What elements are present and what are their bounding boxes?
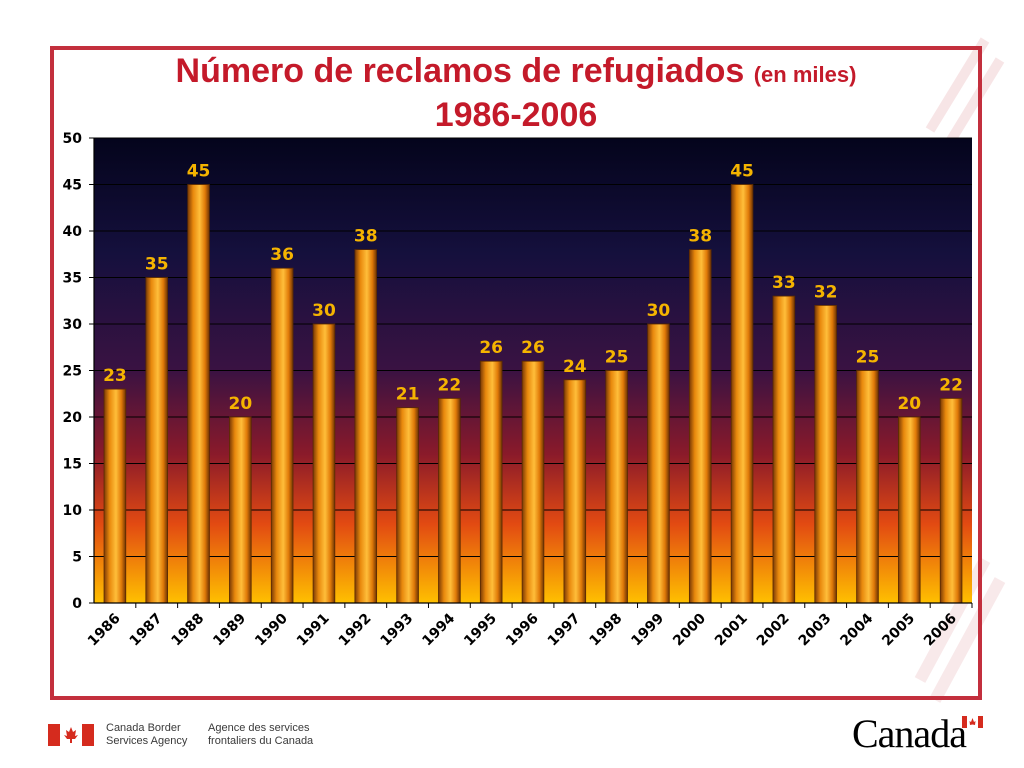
bar xyxy=(396,407,419,604)
y-tick-label: 40 xyxy=(63,224,83,240)
x-tick-label: 2000 xyxy=(670,610,709,649)
bar xyxy=(563,379,587,604)
x-tick-label: 1992 xyxy=(336,611,375,650)
y-tick-label: 25 xyxy=(63,364,82,380)
x-tick-label: 1995 xyxy=(461,611,500,650)
wordmark-flag-icon xyxy=(962,716,983,728)
bar xyxy=(730,184,754,604)
bar xyxy=(814,304,837,604)
x-tick-label: 1989 xyxy=(210,611,249,650)
data-label: 22 xyxy=(438,375,462,395)
title-years: 1986-2006 xyxy=(434,96,598,134)
data-label: 20 xyxy=(897,394,921,414)
data-label: 30 xyxy=(647,301,671,321)
bar xyxy=(103,388,127,604)
data-label: 22 xyxy=(939,375,963,395)
y-axis-ticks: 0 5 10 15 20 25 30 35 40 45 50 xyxy=(63,131,94,612)
bar xyxy=(688,249,712,604)
data-label: 24 xyxy=(563,357,587,377)
bar xyxy=(479,360,503,604)
bar xyxy=(312,323,336,604)
data-label: 23 xyxy=(103,366,127,386)
bar xyxy=(856,370,879,604)
data-label: 33 xyxy=(772,273,796,293)
agency-fr-line-2: frontaliers du Canada xyxy=(208,735,314,747)
data-label: 20 xyxy=(228,394,252,414)
x-tick-label: 1999 xyxy=(628,611,667,650)
x-tick-label: 1997 xyxy=(545,611,584,650)
bar xyxy=(939,397,963,604)
y-tick-label: 15 xyxy=(63,457,82,473)
x-tick-label: 1988 xyxy=(168,611,207,650)
agency-en-line-1: Canada Border xyxy=(106,722,181,734)
x-tick-label: 2004 xyxy=(837,610,876,649)
y-tick-label: 10 xyxy=(63,503,83,519)
data-label: 25 xyxy=(856,348,880,368)
data-label: 38 xyxy=(688,227,712,247)
data-label: 25 xyxy=(605,348,629,368)
bar xyxy=(438,397,461,604)
agency-en-line-2: Services Agency xyxy=(106,735,188,747)
data-label: 45 xyxy=(730,162,754,182)
x-tick-label: 1987 xyxy=(127,611,166,650)
x-tick-label: 1986 xyxy=(85,611,124,650)
y-tick-label: 30 xyxy=(63,317,83,333)
data-label: 30 xyxy=(312,301,336,321)
agency-fr-line-1: Agence des services xyxy=(208,722,310,734)
y-tick-label: 20 xyxy=(63,410,83,426)
bar xyxy=(647,323,670,604)
x-tick-label: 2002 xyxy=(754,611,793,650)
canada-wordmark: Canada xyxy=(852,711,967,756)
x-axis-ticks: 1986 1987 1988 1989 1990 1991 1992 1993 1994 1995… xyxy=(85,603,973,650)
x-tick-label: 1996 xyxy=(503,611,542,650)
data-label: 32 xyxy=(814,282,838,302)
y-tick-label: 50 xyxy=(63,131,83,147)
data-label: 35 xyxy=(145,255,169,275)
y-tick-label: 5 xyxy=(72,550,82,566)
x-tick-label: 2003 xyxy=(796,611,835,650)
bar xyxy=(187,184,210,604)
x-tick-label: 2001 xyxy=(712,611,751,650)
chart-title: Número de reclamos de refugiados (en mil… xyxy=(54,52,978,136)
x-tick-label: 1990 xyxy=(252,610,291,649)
y-tick-label: 45 xyxy=(63,178,82,194)
data-labels: 23 35 45 20 36 30 38 21 22 26 26 24 25 30 38 45 33 32 25 20… xyxy=(103,162,963,415)
data-label: 38 xyxy=(354,227,378,247)
bar xyxy=(270,267,294,604)
canada-flag-icon xyxy=(48,724,94,746)
y-tick-label: 0 xyxy=(72,596,82,612)
x-tick-label: 1991 xyxy=(294,611,333,650)
bar xyxy=(898,416,921,604)
x-tick-label: 1998 xyxy=(587,611,626,650)
bar xyxy=(521,360,545,604)
bar xyxy=(605,370,628,604)
bar xyxy=(145,277,168,604)
title-unit: (en miles) xyxy=(753,62,857,87)
data-label: 45 xyxy=(187,162,211,182)
x-tick-label: 2005 xyxy=(879,611,918,650)
x-tick-label: 2006 xyxy=(921,611,960,650)
agency-name-english: Canada Border Services Agency xyxy=(106,722,187,748)
bar xyxy=(229,416,252,604)
data-label: 26 xyxy=(479,338,503,358)
title-main: Número de reclamos de refugiados xyxy=(175,52,745,90)
data-label: 26 xyxy=(521,338,545,358)
data-label: 36 xyxy=(270,245,294,265)
bar xyxy=(354,249,378,604)
bars xyxy=(103,184,963,604)
bar xyxy=(772,295,796,604)
x-tick-label: 1993 xyxy=(378,611,417,650)
data-label: 21 xyxy=(396,385,420,405)
agency-name-french: Agence des services frontaliers du Canad… xyxy=(208,722,313,748)
x-tick-label: 1994 xyxy=(419,610,458,649)
y-tick-label: 35 xyxy=(63,271,82,287)
